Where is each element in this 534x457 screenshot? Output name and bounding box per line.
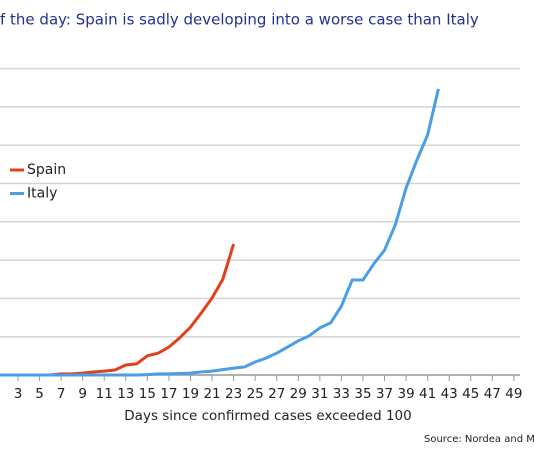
source: Source: Nordea and Ma [424, 434, 534, 445]
x-tick-label: 19 [182, 386, 199, 402]
x-axis-label: Days since confirmed cases exceeded 100 [124, 408, 411, 424]
x-tick-label: 25 [247, 386, 264, 402]
x-tick-label: 3 [14, 386, 23, 402]
x-tick-label: 21 [203, 386, 220, 402]
legend-label: Spain [27, 162, 66, 178]
x-tick-label: 23 [225, 386, 242, 402]
x-tick-label: 37 [376, 386, 393, 402]
x-tick-label: 33 [333, 386, 350, 402]
x-tick-label: 47 [484, 386, 501, 402]
x-tick-label: 41 [419, 386, 436, 402]
x-tick-label: 39 [397, 386, 414, 402]
series-line [7, 243, 236, 377]
x-tick-label: 15 [139, 386, 156, 402]
series-line [0, 88, 440, 377]
x-tick-label: 45 [462, 386, 479, 402]
x-tick-label: 27 [268, 386, 285, 402]
legend-label: Italy [27, 186, 57, 202]
x-tick-label: 17 [160, 386, 177, 402]
x-tick-label: 5 [35, 386, 44, 402]
x-tick-label: 29 [290, 386, 307, 402]
x-tick-label: 35 [354, 386, 371, 402]
x-tick-label: 9 [78, 386, 87, 402]
x-tick-label: 49 [505, 386, 522, 402]
x-tick-label: 7 [57, 386, 66, 402]
chart-title: f the day: Spain is sadly developing int… [0, 11, 479, 29]
x-tick-label: 31 [311, 386, 328, 402]
x-tick-label: 11 [96, 386, 113, 402]
x-tick-label: 43 [441, 386, 458, 402]
x-tick-label: 13 [117, 386, 134, 402]
